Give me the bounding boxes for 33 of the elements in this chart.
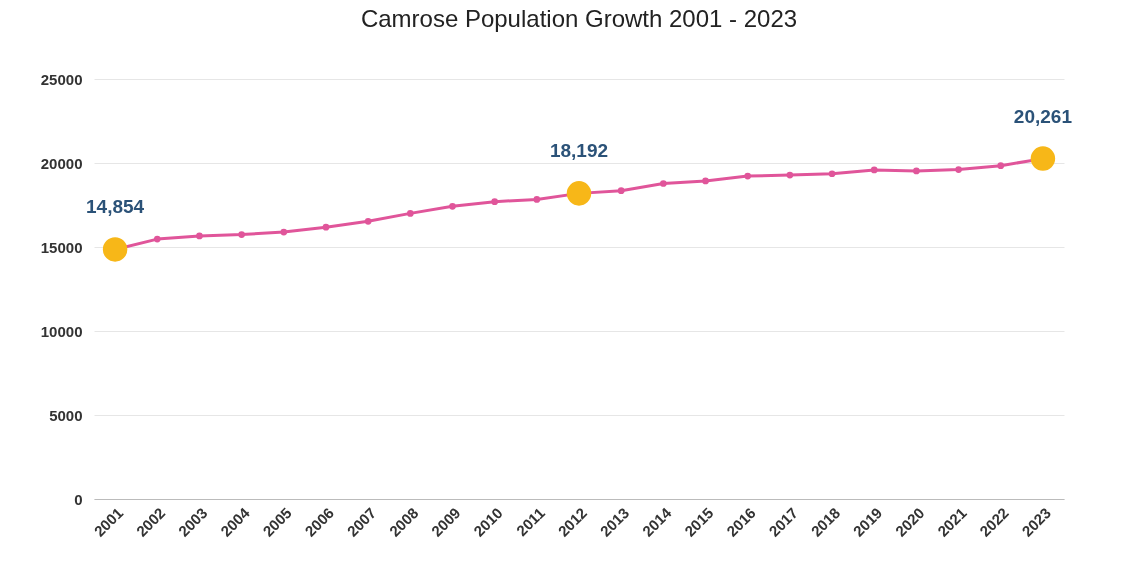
point	[322, 223, 330, 231]
data-label: 20,261	[1013, 105, 1073, 127]
point	[786, 171, 794, 179]
data-label: 18,192	[549, 140, 609, 162]
point	[913, 167, 920, 175]
point	[406, 210, 414, 217]
point	[828, 170, 836, 178]
point	[533, 196, 541, 203]
point	[702, 177, 709, 185]
y-tick-label: 5000	[49, 406, 83, 424]
point	[153, 235, 161, 243]
y-tick-label: 25000	[40, 70, 83, 88]
y-tick-label: 15000	[40, 238, 83, 256]
point	[955, 166, 962, 173]
point	[364, 217, 372, 225]
point	[196, 232, 203, 240]
point	[870, 166, 878, 174]
point	[617, 187, 625, 195]
point	[566, 181, 592, 206]
data-label: 14,854	[86, 196, 145, 218]
point	[449, 203, 456, 210]
point	[238, 231, 245, 238]
point	[1030, 146, 1056, 171]
point	[280, 228, 288, 236]
point	[491, 198, 499, 205]
y-tick-label: 20000	[40, 154, 83, 172]
point	[997, 162, 1005, 170]
chart-title: Camrose Population Growth 2001 - 2023	[360, 5, 798, 32]
point	[102, 237, 128, 262]
point	[744, 172, 752, 180]
y-tick-label: 10000	[40, 322, 83, 340]
point	[659, 180, 667, 187]
y-tick-label: 0	[74, 490, 83, 508]
